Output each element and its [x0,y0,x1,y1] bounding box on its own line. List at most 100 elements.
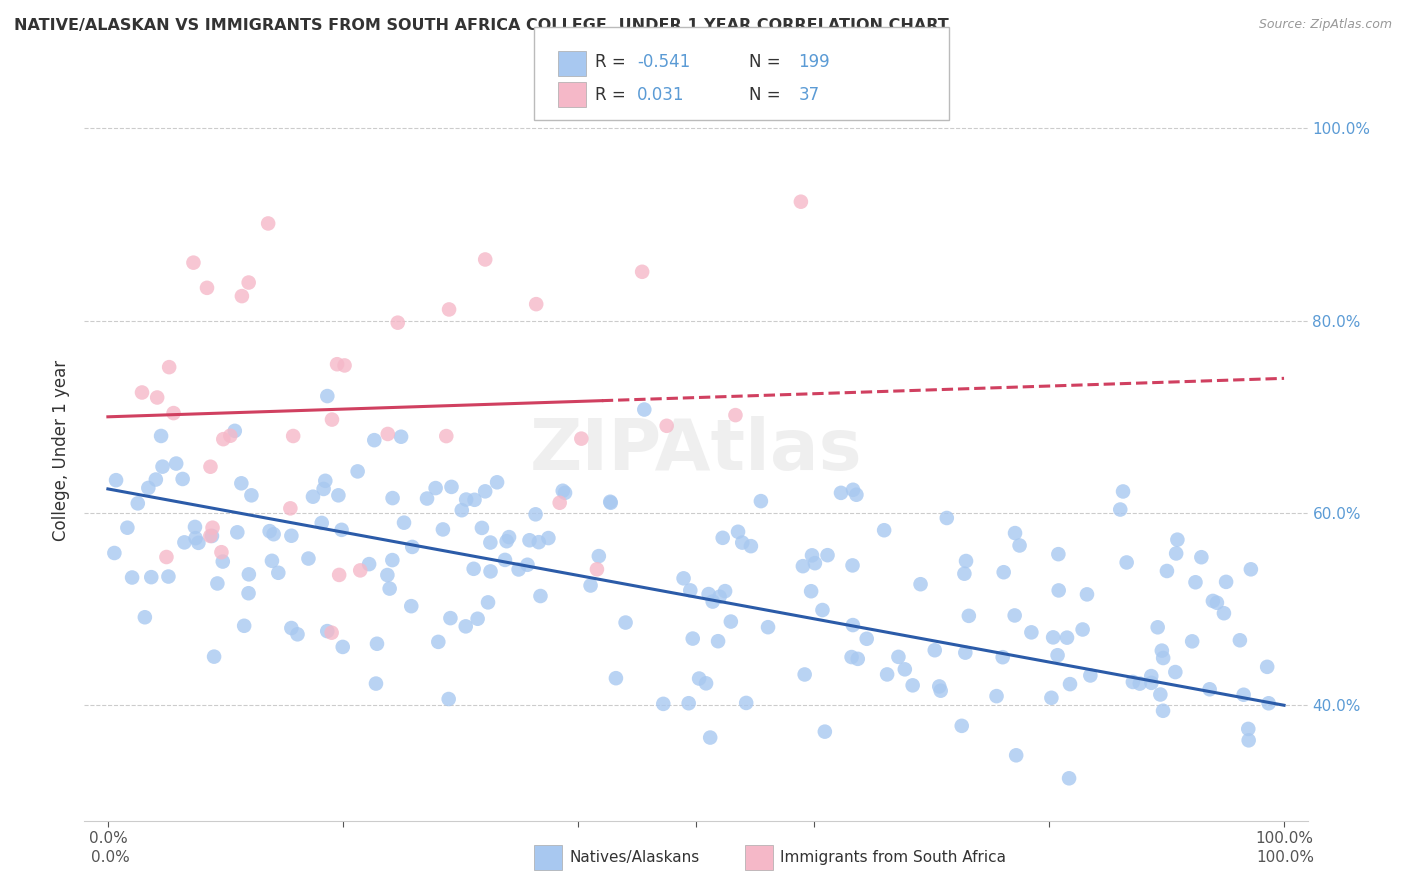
Point [195,281,218,295]
Point [1047,583,1070,598]
Point [257,217,280,231]
Point [321,412,343,426]
Point [801,549,824,563]
Point [1233,688,1256,702]
Point [450,503,472,517]
Point [200,529,222,543]
Point [800,584,823,599]
Point [381,553,404,567]
Point [231,476,253,491]
Point [855,632,877,646]
Point [201,521,224,535]
Point [321,625,343,640]
Point [756,620,779,634]
Point [695,676,717,690]
Point [212,432,235,446]
Point [924,643,946,657]
Point [991,650,1014,665]
Point [711,531,734,545]
Text: Source: ZipAtlas.com: Source: ZipAtlas.com [1258,18,1392,31]
Point [955,554,977,568]
Point [165,457,187,471]
Point [127,496,149,510]
Point [184,520,207,534]
Point [1057,772,1080,786]
Point [387,316,409,330]
Point [201,529,224,543]
Point [173,535,195,549]
Point [474,252,496,267]
Point [727,524,749,539]
Text: 100.0%: 100.0% [1257,850,1315,864]
Point [437,692,460,706]
Point [463,492,485,507]
Point [1152,704,1174,718]
Point [709,590,731,604]
Point [440,480,463,494]
Point [846,652,869,666]
Point [463,562,485,576]
Point [1229,633,1251,648]
Point [672,571,695,585]
Point [401,599,423,614]
Point [283,429,305,443]
Point [950,719,973,733]
Point [1240,562,1263,576]
Text: R =: R = [595,86,631,103]
Text: 0.031: 0.031 [637,86,685,103]
Point [554,485,576,500]
Point [238,567,260,582]
Point [749,494,772,508]
Point [389,430,412,444]
Point [467,612,489,626]
Text: 0.0%: 0.0% [91,850,131,864]
Point [688,672,710,686]
Point [1046,648,1069,663]
Point [1156,564,1178,578]
Point [1181,634,1204,648]
Point [172,472,194,486]
Point [1129,676,1152,690]
Point [901,678,924,692]
Point [184,531,207,545]
Point [841,558,863,573]
Point [1213,606,1236,620]
Point [238,276,260,290]
Point [207,576,229,591]
Point [439,611,461,625]
Point [479,535,502,549]
Point [811,603,834,617]
Point [150,429,173,443]
Point [935,511,957,525]
Point [224,424,246,438]
Point [652,697,675,711]
Point [141,570,163,584]
Point [655,418,678,433]
Point [845,488,868,502]
Point [1040,690,1063,705]
Point [226,525,249,540]
Point [1166,533,1188,547]
Point [714,584,737,599]
Point [432,523,454,537]
Point [162,406,184,420]
Point [152,459,174,474]
Point [1150,643,1173,657]
Point [238,586,260,600]
Point [131,385,153,400]
Point [495,534,517,549]
Point [599,494,621,508]
Point [1256,660,1278,674]
Point [790,194,813,209]
Point [529,589,551,603]
Point [524,508,547,522]
Point [471,521,494,535]
Point [1237,733,1260,747]
Point [1021,625,1043,640]
Point [157,360,180,375]
Point [209,545,232,559]
Text: -0.541: -0.541 [637,54,690,71]
Point [876,667,898,681]
Point [548,496,571,510]
Point [328,488,350,502]
